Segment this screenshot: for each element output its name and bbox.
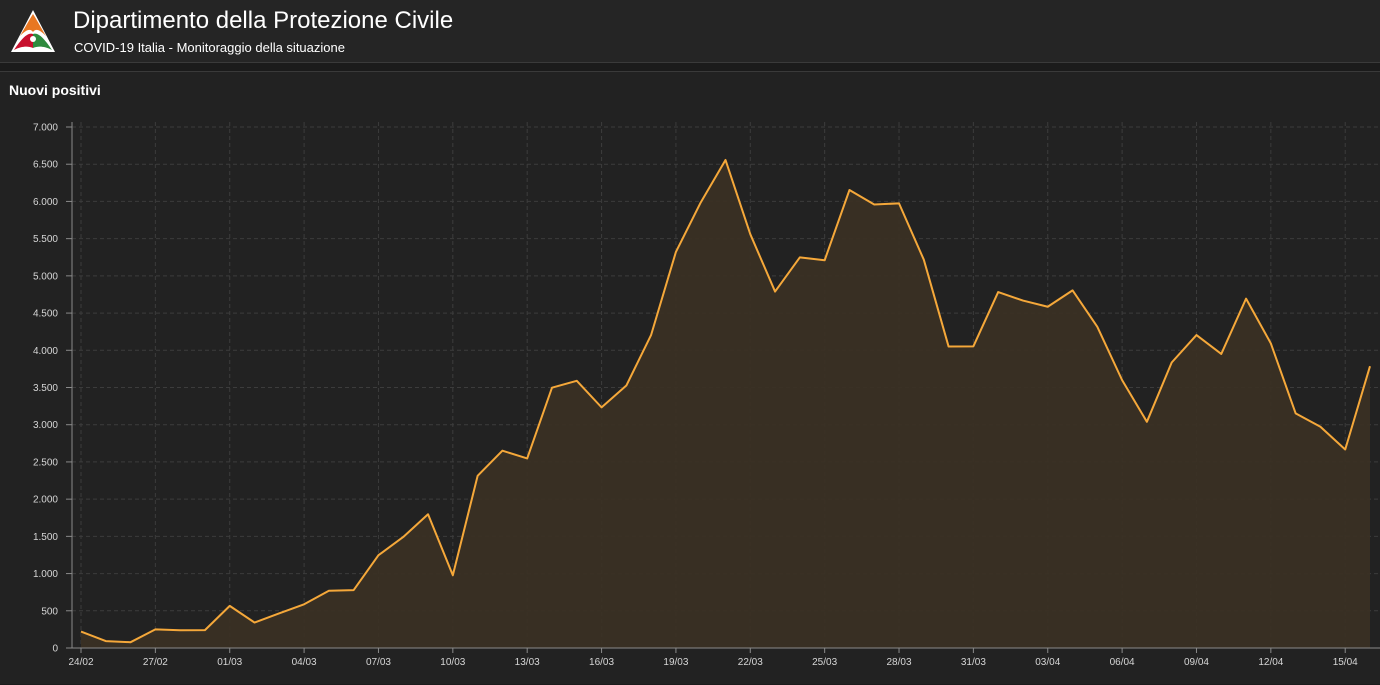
data-point[interactable] xyxy=(995,289,1001,295)
y-tick-label: 5.000 xyxy=(33,271,58,282)
data-point[interactable] xyxy=(1144,419,1150,425)
y-tick-label: 6.000 xyxy=(33,197,58,208)
y-tick-label: 500 xyxy=(41,606,58,617)
data-point[interactable] xyxy=(1317,424,1323,430)
data-point[interactable] xyxy=(1094,324,1100,330)
data-point[interactable] xyxy=(822,257,828,263)
data-point[interactable] xyxy=(475,473,481,479)
data-point[interactable] xyxy=(202,627,208,633)
data-point[interactable] xyxy=(128,639,134,645)
y-tick-label: 3.000 xyxy=(33,420,58,431)
axis-labels: 0 500 1.000 1.500 2.000 2.500 3.000 3.500 4.000 4… xyxy=(33,122,1380,668)
data-point[interactable] xyxy=(723,157,729,163)
data-point[interactable] xyxy=(623,383,629,389)
data-point[interactable] xyxy=(896,200,902,206)
x-tick-label: 27/02 xyxy=(143,657,168,668)
x-tick-label: 04/03 xyxy=(292,657,317,668)
y-tick-label: 0 xyxy=(52,644,58,655)
data-point[interactable] xyxy=(574,378,580,384)
x-tick-label: 25/03 xyxy=(812,657,837,668)
data-point[interactable] xyxy=(1293,410,1299,416)
area-layer xyxy=(78,157,1373,648)
data-point[interactable] xyxy=(1169,359,1175,365)
data-point[interactable] xyxy=(599,404,605,410)
x-tick-label: 31/03 xyxy=(961,657,986,668)
x-tick-label: 07/03 xyxy=(366,657,391,668)
data-point[interactable] xyxy=(252,620,258,626)
x-tick-label: 16/03 xyxy=(589,657,614,668)
y-tick-label: 6.500 xyxy=(33,160,58,171)
x-tick-label: 19/03 xyxy=(663,657,688,668)
y-tick-label: 2.500 xyxy=(33,457,58,468)
series-line xyxy=(80,158,1371,644)
data-point[interactable] xyxy=(946,344,952,350)
data-point[interactable] xyxy=(326,588,332,594)
data-point[interactable] xyxy=(970,343,976,349)
app-title: Dipartimento della Protezione Civile xyxy=(73,7,454,34)
data-point[interactable] xyxy=(499,448,505,454)
x-tick-label: 12/04 xyxy=(1258,657,1283,668)
data-point[interactable] xyxy=(276,610,282,616)
data-point[interactable] xyxy=(797,254,803,260)
data-point[interactable] xyxy=(1045,304,1051,310)
x-tick-label: 15/04 xyxy=(1333,657,1358,668)
y-tick-label: 2.000 xyxy=(33,495,58,506)
data-point[interactable] xyxy=(177,627,183,633)
data-point[interactable] xyxy=(673,249,679,255)
data-point[interactable] xyxy=(78,629,84,635)
data-point[interactable] xyxy=(921,257,927,263)
data-point[interactable] xyxy=(450,572,456,578)
x-tick-label: 10/03 xyxy=(440,657,465,668)
data-point[interactable] xyxy=(375,552,381,558)
data-point[interactable] xyxy=(1243,296,1249,302)
series-area xyxy=(81,159,1370,648)
y-tick-label: 7.000 xyxy=(33,123,58,134)
data-point[interactable] xyxy=(747,231,753,237)
panel-title: Nuovi positivi xyxy=(9,82,101,98)
y-tick-label: 1.500 xyxy=(33,532,58,543)
new-positives-chart[interactable]: 0 500 1.000 1.500 2.000 2.500 3.000 3.500 4.000 4… xyxy=(0,72,1380,685)
y-tick-label: 3.500 xyxy=(33,383,58,394)
x-tick-label: 01/03 xyxy=(217,657,242,668)
data-point[interactable] xyxy=(301,601,307,607)
data-point[interactable] xyxy=(351,587,357,593)
y-tick-label: 4.500 xyxy=(33,309,58,320)
app-subtitle: COVID-19 Italia - Monitoraggio della sit… xyxy=(74,40,345,55)
y-tick-label: 1.000 xyxy=(33,569,58,580)
data-point[interactable] xyxy=(1119,377,1125,383)
data-point[interactable] xyxy=(648,332,654,338)
chart-panel: Nuovi positivi 0 500 1.000 1.500 2.000 2.500 3… xyxy=(0,71,1380,684)
x-tick-label: 09/04 xyxy=(1184,657,1209,668)
data-point[interactable] xyxy=(1070,287,1076,293)
x-tick-label: 24/02 xyxy=(68,657,93,668)
x-tick-label: 03/04 xyxy=(1035,657,1060,668)
data-point[interactable] xyxy=(1268,340,1274,346)
data-point[interactable] xyxy=(152,626,158,632)
data-point[interactable] xyxy=(698,199,704,205)
app-header: Dipartimento della Protezione Civile COV… xyxy=(0,0,1380,63)
data-point[interactable] xyxy=(103,638,109,644)
data-point[interactable] xyxy=(1367,363,1373,369)
data-point[interactable] xyxy=(1193,332,1199,338)
data-point[interactable] xyxy=(227,603,233,609)
data-point[interactable] xyxy=(524,455,530,461)
data-point[interactable] xyxy=(425,511,431,517)
data-point[interactable] xyxy=(1218,351,1224,357)
civil-protection-logo xyxy=(11,10,55,52)
y-tick-label: 4.000 xyxy=(33,346,58,357)
data-point[interactable] xyxy=(549,385,555,391)
x-tick-label: 22/03 xyxy=(738,657,763,668)
data-point[interactable] xyxy=(871,201,877,207)
data-point[interactable] xyxy=(1342,446,1348,452)
x-tick-label: 06/04 xyxy=(1110,657,1135,668)
data-point[interactable] xyxy=(846,187,852,193)
data-point[interactable] xyxy=(1020,298,1026,304)
y-tick-label: 5.500 xyxy=(33,234,58,245)
data-point[interactable] xyxy=(400,534,406,540)
x-tick-label: 13/03 xyxy=(515,657,540,668)
x-tick-label: 28/03 xyxy=(887,657,912,668)
data-point[interactable] xyxy=(772,289,778,295)
